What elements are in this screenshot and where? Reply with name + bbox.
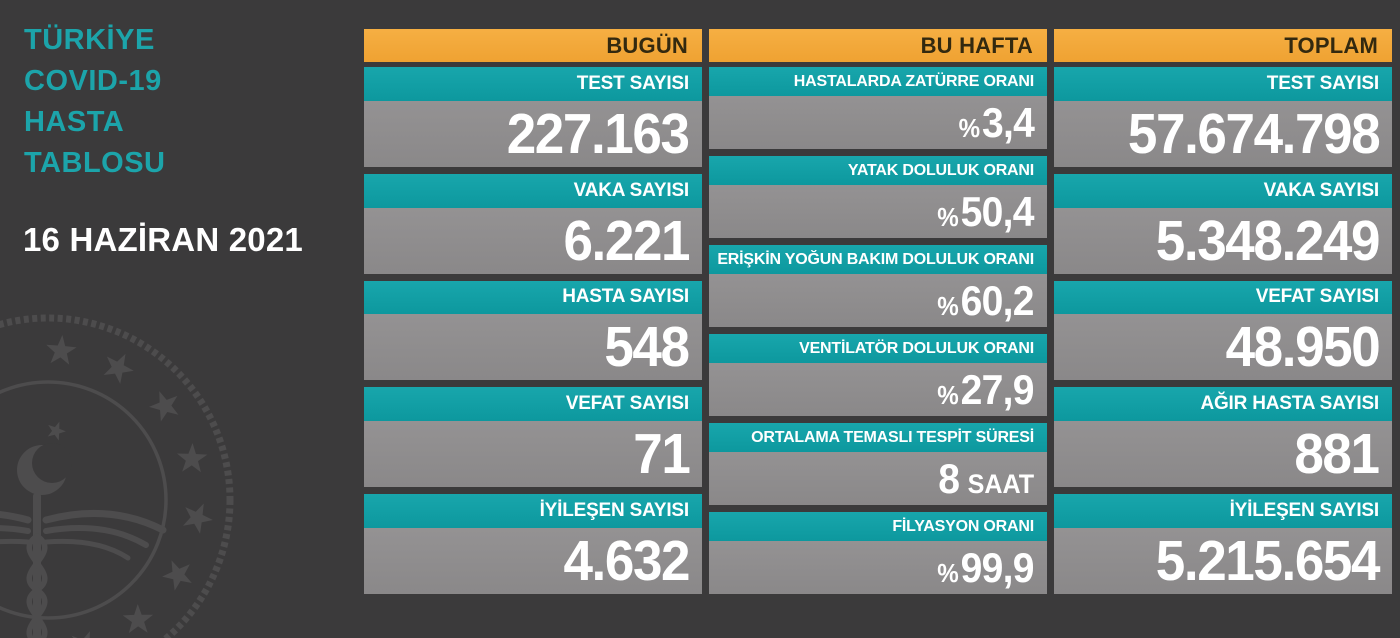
stat-card: FİLYASYON ORANI %99,9 [709,512,1047,594]
page-title-line: TÜRKİYE [24,24,155,56]
stat-label: HASTALARDA ZATÜRRE ORANI [709,67,1047,96]
stat-card: AĞIR HASTA SAYISI 881 [1054,387,1392,488]
stat-card: TEST SAYISI 227.163 [364,67,702,167]
column-header-bu-hafta: BU HAFTA [709,29,1047,62]
stat-label: HASTA SAYISI [364,280,702,315]
stat-value: 5.215.654 [1054,527,1392,594]
stat-value: 227.163 [364,100,702,167]
stat-label: AĞIR HASTA SAYISI [1054,387,1392,422]
column-bugun: BUGÜN TEST SAYISI 227.163 VAKA SAYISI 6.… [364,29,702,594]
column-cards: TEST SAYISI 57.674.798 VAKA SAYISI 5.348… [1054,67,1392,594]
stat-value: %27,9 [709,363,1047,416]
stats-columns: BUGÜN TEST SAYISI 227.163 VAKA SAYISI 6.… [364,29,1392,594]
stat-card: HASTA SAYISI 548 [364,280,702,381]
stat-label: YATAK DOLULUK ORANI [709,156,1047,185]
stat-value: 548 [364,314,702,381]
stat-value: %60,2 [709,274,1047,327]
stat-card: YATAK DOLULUK ORANI %50,4 [709,156,1047,238]
stat-value: 4.632 [364,527,702,594]
stat-value: 881 [1054,421,1392,488]
stat-card: ERİŞKİN YOĞUN BAKIM DOLULUK ORANI %60,2 [709,245,1047,327]
stat-value: 57.674.798 [1054,100,1392,167]
health-ministry-emblem-icon [0,314,234,638]
stat-card: VEFAT SAYISI 71 [364,387,702,488]
column-header-bugun: BUGÜN [364,29,702,62]
stat-card: İYİLEŞEN SAYISI 5.215.654 [1054,494,1392,594]
stat-label: TEST SAYISI [1054,67,1392,101]
page-title-line: HASTA [24,106,125,138]
stat-label: VAKA SAYISI [1054,173,1392,208]
stat-card: VENTİLATÖR DOLULUK ORANI %27,9 [709,334,1047,416]
stat-value: %3,4 [709,96,1047,149]
stat-label: VEFAT SAYISI [364,387,702,422]
stat-label: FİLYASYON ORANI [709,512,1047,541]
stat-value: 5.348.249 [1054,207,1392,274]
stat-label: VENTİLATÖR DOLULUK ORANI [709,334,1047,363]
stat-card: İYİLEŞEN SAYISI 4.632 [364,494,702,594]
page-title-line: TABLOSU [24,147,166,179]
stat-card: HASTALARDA ZATÜRRE ORANI %3,4 [709,67,1047,149]
stat-card: TEST SAYISI 57.674.798 [1054,67,1392,167]
page-title: TÜRKİYE COVID-19 HASTA TABLOSU [24,20,166,184]
stat-card: VEFAT SAYISI 48.950 [1054,280,1392,381]
stat-value: %50,4 [709,185,1047,238]
stat-label: ORTALAMA TEMASLI TESPİT SÜRESİ [709,423,1047,452]
page-title-line: COVID-19 [24,65,162,97]
column-header-toplam: TOPLAM [1054,29,1392,62]
column-toplam: TOPLAM TEST SAYISI 57.674.798 VAKA SAYIS… [1054,29,1392,594]
stat-value: 6.221 [364,207,702,274]
stat-label: ERİŞKİN YOĞUN BAKIM DOLULUK ORANI [709,245,1047,274]
stat-value: 8 SAAT [709,452,1047,505]
column-cards: TEST SAYISI 227.163 VAKA SAYISI 6.221 HA… [364,67,702,594]
stat-label: VAKA SAYISI [364,173,702,208]
stat-value: %99,9 [709,541,1047,594]
stat-value: 48.950 [1054,314,1392,381]
column-bu-hafta: BU HAFTA HASTALARDA ZATÜRRE ORANI %3,4 Y… [709,29,1047,594]
stat-card: ORTALAMA TEMASLI TESPİT SÜRESİ 8 SAAT [709,423,1047,505]
stat-card: VAKA SAYISI 6.221 [364,173,702,274]
stat-value: 71 [364,421,702,488]
stat-label: TEST SAYISI [364,67,702,101]
column-cards: HASTALARDA ZATÜRRE ORANI %3,4 YATAK DOLU… [709,67,1047,594]
stat-label: İYİLEŞEN SAYISI [364,494,702,528]
stat-label: VEFAT SAYISI [1054,280,1392,315]
stat-label: İYİLEŞEN SAYISI [1054,494,1392,528]
stat-card: VAKA SAYISI 5.348.249 [1054,173,1392,274]
report-date: 16 HAZİRAN 2021 [23,221,303,258]
